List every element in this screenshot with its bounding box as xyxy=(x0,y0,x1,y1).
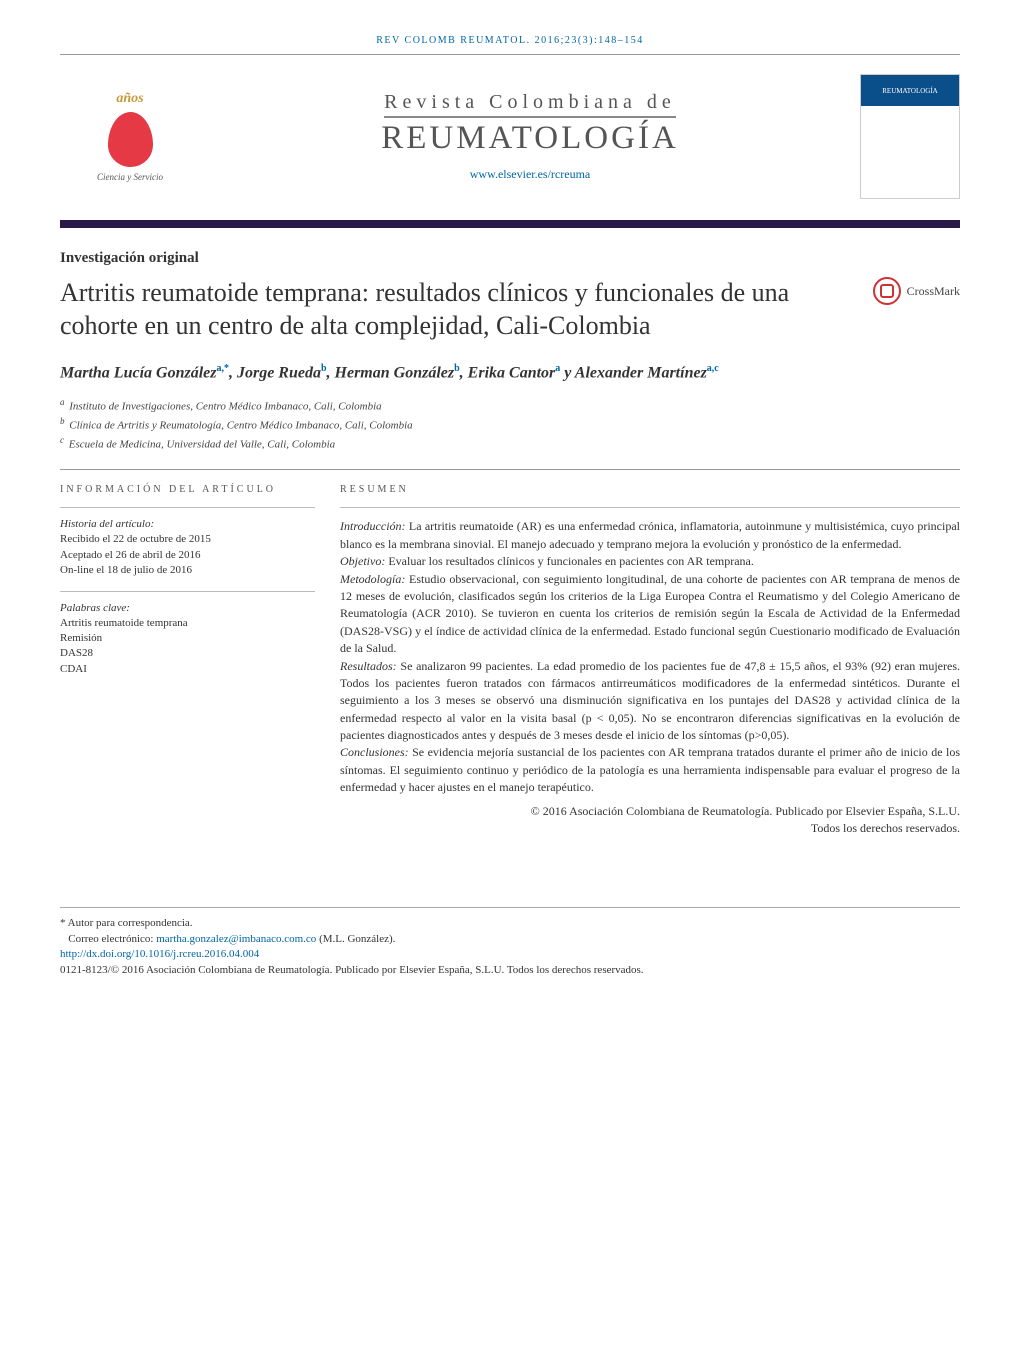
abstract-meth-label: Metodología: xyxy=(340,572,405,586)
article-title: Artritis reumatoide temprana: resultados… xyxy=(60,277,853,342)
journal-url-link[interactable]: www.elsevier.es/rcreuma xyxy=(200,167,860,182)
history-accepted: Aceptado el 26 de abril de 2016 xyxy=(60,548,315,563)
affiliation: a Instituto de Investigaciones, Centro M… xyxy=(60,396,960,415)
rule-top xyxy=(60,54,960,55)
affiliation-marker: a xyxy=(555,363,560,374)
history-label: Historia del artículo: xyxy=(60,518,315,530)
abstract-intro: La artritis reumatoide (AR) es una enfer… xyxy=(340,519,960,550)
affiliation: b Clínica de Artritis y Reumatología, Ce… xyxy=(60,415,960,434)
keywords-rule xyxy=(60,591,315,592)
affiliation-marker: a,* xyxy=(216,363,229,374)
journal-title-block: Revista Colombiana de REUMATOLOGÍA www.e… xyxy=(200,91,860,182)
info-section-label: INFORMACIÓN DEL ARTÍCULO xyxy=(60,484,315,495)
abstract-rule xyxy=(340,507,960,508)
correspondence-name: (M.L. González). xyxy=(319,933,395,945)
affiliation-marker: b xyxy=(321,363,327,374)
abstract-res-label: Resultados: xyxy=(340,659,397,673)
keyword: CDAI xyxy=(60,662,315,677)
author: Martha Lucía González xyxy=(60,364,216,381)
corresponding-author-note: * Autor para correspondencia. xyxy=(60,916,960,931)
affiliation: c Escuela de Medicina, Universidad del V… xyxy=(60,434,960,453)
journal-cover-thumbnail: REUMATOLOGÍA xyxy=(860,74,960,199)
society-logo: años Ciencia y Servicio xyxy=(60,77,200,197)
journal-main-title: REUMATOLOGÍA xyxy=(200,120,860,157)
correspondence-email-line: Correo electrónico: martha.gonzalez@imba… xyxy=(60,932,960,947)
affiliation-marker: b xyxy=(454,363,460,374)
affiliation-marker: a,c xyxy=(707,363,719,374)
keyword: Remisión xyxy=(60,631,315,646)
logo-top-text: años xyxy=(116,91,143,107)
history-online: On-line el 18 de julio de 2016 xyxy=(60,563,315,578)
author-conjunction: y xyxy=(564,364,571,381)
author: Jorge Rueda xyxy=(237,364,321,381)
running-header: REV COLOMB REUMATOL. 2016;23(3):148–154 xyxy=(60,35,960,46)
abstract-obj-label: Objetivo: xyxy=(340,554,385,568)
correspondence-email-link[interactable]: martha.gonzalez@imbanaco.com.co xyxy=(156,933,316,945)
abstract-res: Se analizaron 99 pacientes. La edad prom… xyxy=(340,659,960,743)
accent-bar xyxy=(60,220,960,228)
crossmark-icon xyxy=(873,277,901,305)
article-info-column: INFORMACIÓN DEL ARTÍCULO Historia del ar… xyxy=(60,484,315,837)
header-block: años Ciencia y Servicio Revista Colombia… xyxy=(60,59,960,214)
section-rule xyxy=(60,469,960,470)
keyword: Artritis reumatoide temprana xyxy=(60,616,315,631)
keyword: DAS28 xyxy=(60,646,315,661)
info-rule xyxy=(60,507,315,508)
author: Erika Cantor xyxy=(468,364,556,381)
abstract-concl-label: Conclusiones: xyxy=(340,745,409,759)
author: Herman González xyxy=(335,364,455,381)
logo-symbol-icon xyxy=(108,112,153,167)
copyright: © 2016 Asociación Colombiana de Reumatol… xyxy=(340,803,960,838)
email-label: Correo electrónico: xyxy=(68,933,153,945)
abstract-body: Introducción: La artritis reumatoide (AR… xyxy=(340,518,960,796)
journal-supertitle: Revista Colombiana de xyxy=(384,91,676,118)
copyright-line2: Todos los derechos reservados. xyxy=(811,821,960,835)
doi-link[interactable]: http://dx.doi.org/10.1016/j.rcreu.2016.0… xyxy=(60,948,259,960)
cover-thumb-title: REUMATOLOGÍA xyxy=(861,87,959,95)
affiliations: a Instituto de Investigaciones, Centro M… xyxy=(60,396,960,453)
abstract-intro-label: Introducción: xyxy=(340,519,406,533)
info-abstract-row: INFORMACIÓN DEL ARTÍCULO Historia del ar… xyxy=(60,484,960,837)
crossmark-badge[interactable]: CrossMark xyxy=(873,277,960,305)
keywords-label: Palabras clave: xyxy=(60,602,315,614)
author: Alexander Martínez xyxy=(575,364,707,381)
abstract-column: RESUMEN Introducción: La artritis reumat… xyxy=(340,484,960,837)
authors-list: Martha Lucía Gonzáleza,*, Jorge Ruedab, … xyxy=(60,362,960,384)
crossmark-label: CrossMark xyxy=(907,284,960,299)
history-received: Recibido el 22 de octubre de 2015 xyxy=(60,532,315,547)
issn-copyright-line: 0121-8123/© 2016 Asociación Colombiana d… xyxy=(60,963,960,978)
footnotes: * Autor para correspondencia. Correo ele… xyxy=(60,907,960,978)
abstract-concl: Se evidencia mejoría sustancial de los p… xyxy=(340,745,960,794)
logo-bottom-text: Ciencia y Servicio xyxy=(97,172,163,182)
article-type: Investigación original xyxy=(60,250,960,267)
title-row: Artritis reumatoide temprana: resultados… xyxy=(60,277,960,342)
abstract-obj: Evaluar los resultados clínicos y funcio… xyxy=(388,554,754,568)
copyright-line1: © 2016 Asociación Colombiana de Reumatol… xyxy=(531,804,960,818)
abstract-meth: Estudio observacional, con seguimiento l… xyxy=(340,572,960,656)
abstract-section-label: RESUMEN xyxy=(340,484,960,495)
